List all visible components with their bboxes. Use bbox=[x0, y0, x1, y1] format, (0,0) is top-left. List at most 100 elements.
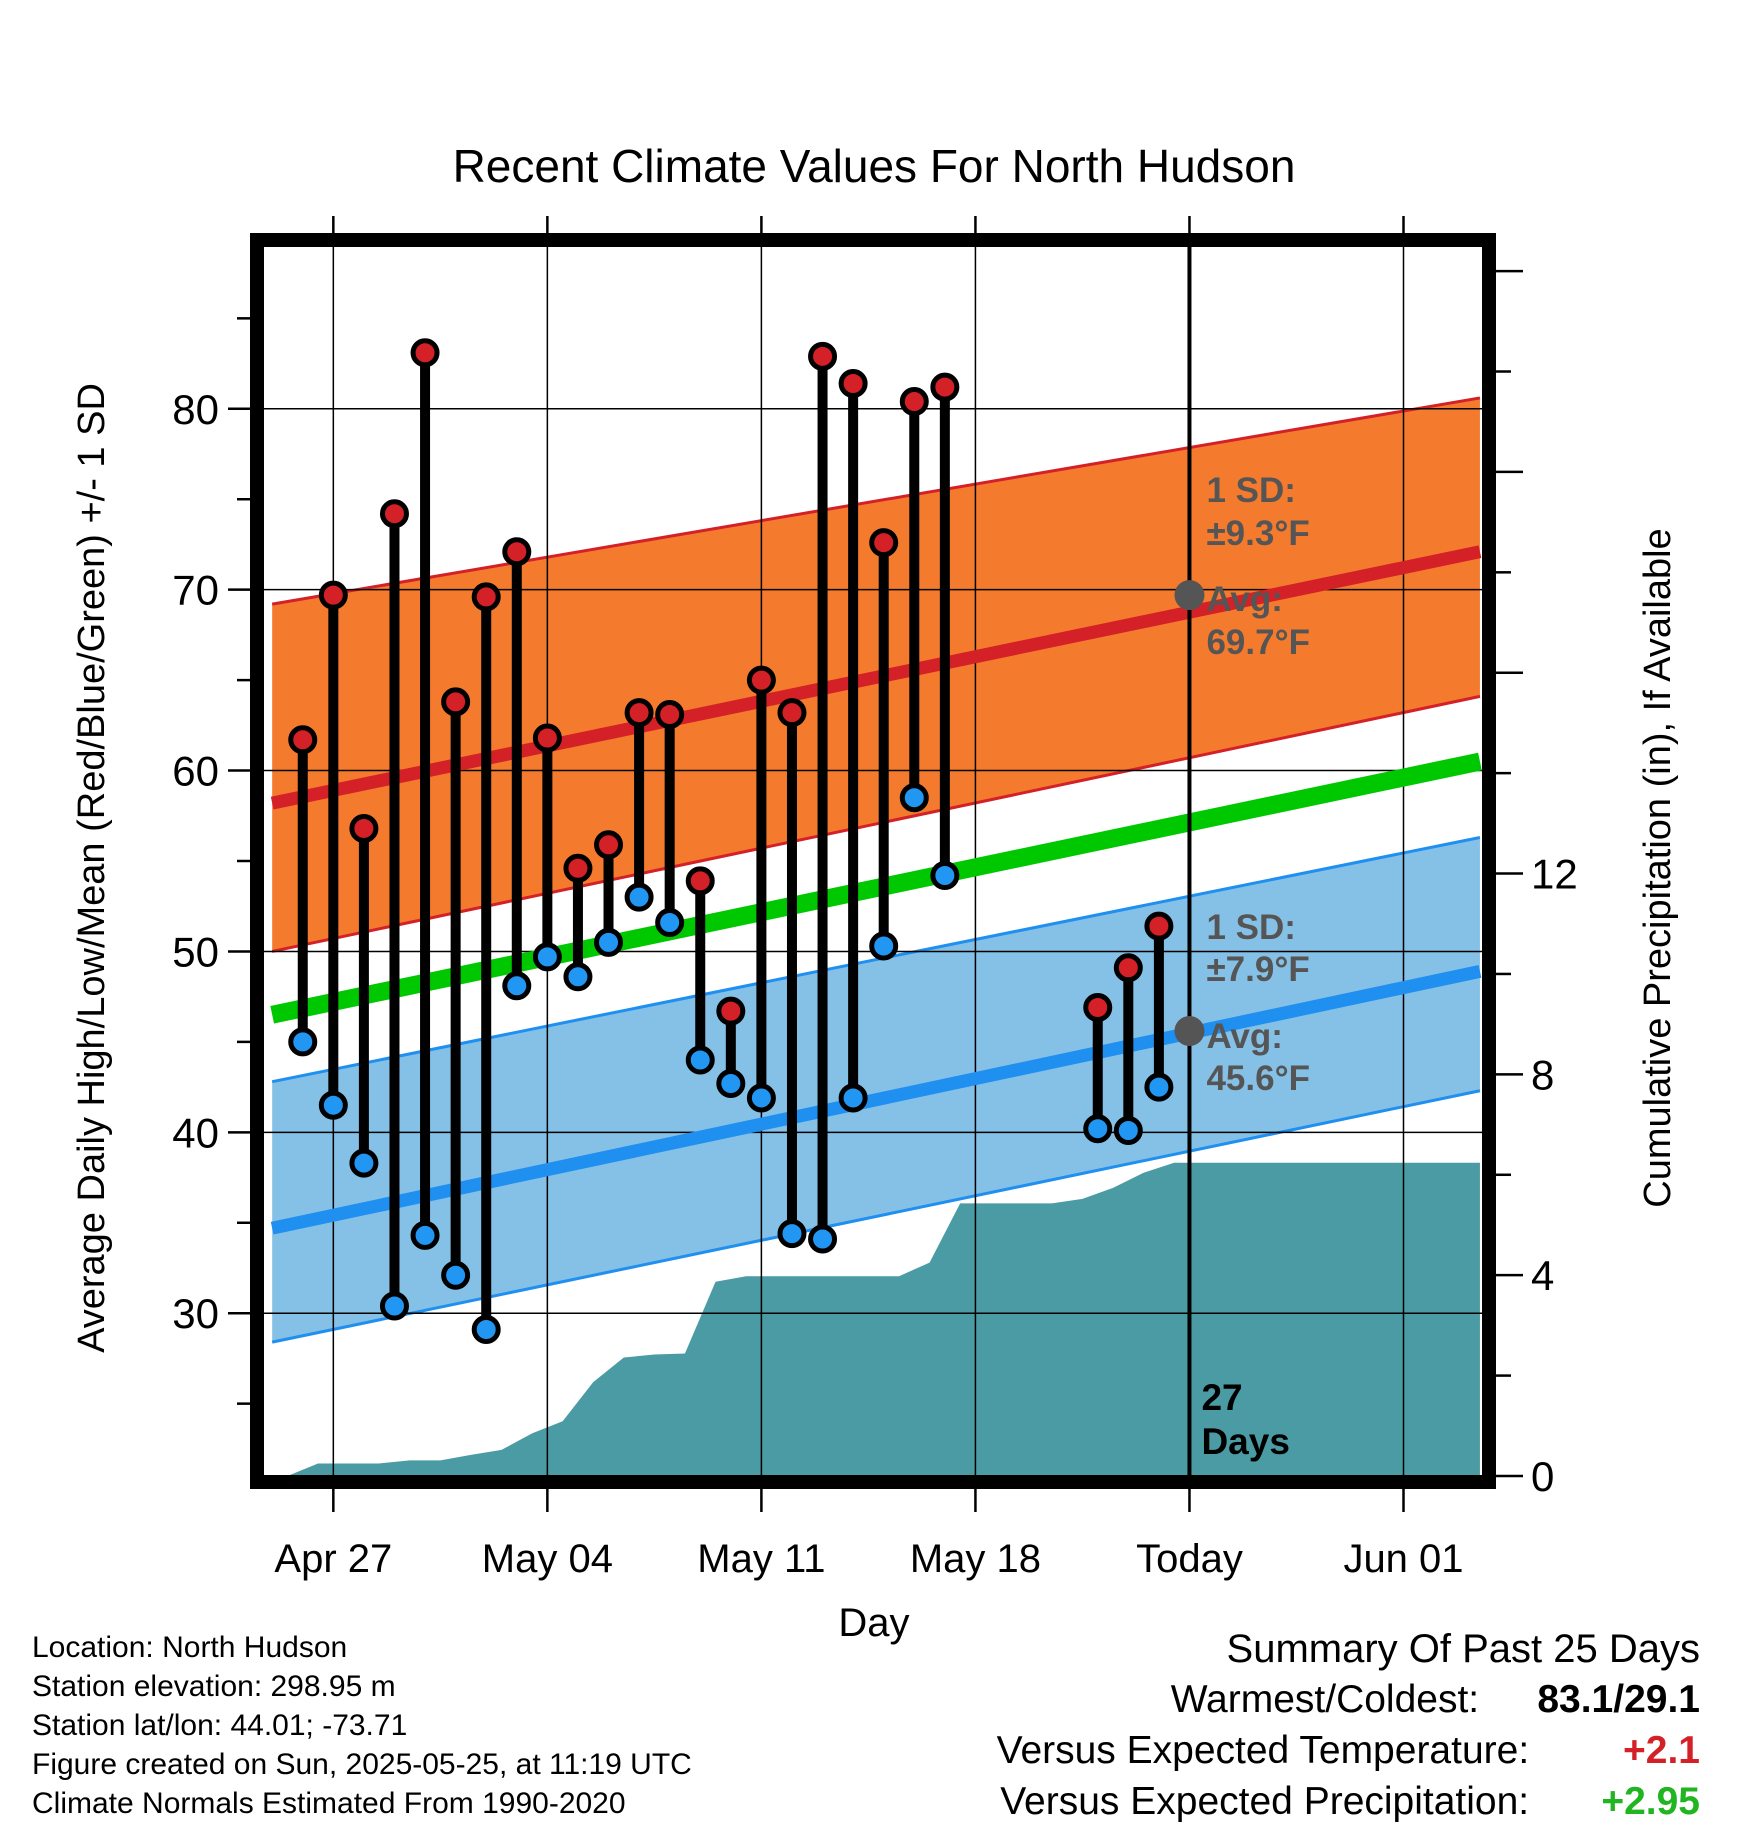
daily-high-point bbox=[1083, 993, 1113, 1023]
summary-temp-row: Versus Expected Temperature: +2.1 bbox=[997, 1725, 1700, 1776]
daily-high-point bbox=[869, 528, 899, 558]
daily-high-point bbox=[379, 499, 409, 529]
station-info: Location: North Hudson Station elevation… bbox=[32, 1628, 692, 1823]
annotation-sd-label: 1 SD: bbox=[1206, 908, 1295, 947]
annotation-sd-value: ±9.3°F bbox=[1206, 514, 1309, 553]
mean-avg-line bbox=[270, 752, 1482, 1024]
daily-high-point bbox=[1144, 911, 1174, 941]
y-tick-label-left: 60 bbox=[172, 748, 219, 795]
daily-low-point bbox=[441, 1260, 471, 1290]
daily-high-point bbox=[746, 665, 776, 695]
annotation-avg-value: 69.7°F bbox=[1206, 623, 1310, 662]
summary-panel: Summary Of Past 25 Days Warmest/Coldest:… bbox=[997, 1624, 1700, 1827]
daily-high-point bbox=[685, 866, 715, 896]
daily-high-point bbox=[838, 368, 868, 398]
daily-high-point bbox=[594, 830, 624, 860]
plot-frame bbox=[250, 233, 1496, 1489]
daily-low-point bbox=[685, 1045, 715, 1075]
x-tick-label: Jun 01 bbox=[1343, 1537, 1463, 1581]
y-axis-label-left: Average Daily High/Low/Mean (Red/Blue/Gr… bbox=[71, 383, 113, 1353]
daily-low-point bbox=[808, 1224, 838, 1254]
today-avg-marker bbox=[1174, 1016, 1205, 1047]
daily-high-point bbox=[655, 699, 685, 729]
daily-high-point bbox=[318, 580, 348, 610]
daily-low-point bbox=[410, 1220, 440, 1250]
daily-low-point bbox=[1083, 1114, 1113, 1144]
annotation-avg-value: 45.6°F bbox=[1206, 1059, 1310, 1098]
x-tick-label: Today bbox=[1136, 1537, 1243, 1581]
warmest-value: 83.1/29.1 bbox=[1537, 1678, 1700, 1721]
daily-low-point bbox=[563, 962, 593, 992]
temp-label: Versus Expected Temperature: bbox=[996, 1729, 1530, 1772]
latlon-text: Station lat/lon: 44.01; -73.71 bbox=[32, 1709, 408, 1742]
daily-high-point bbox=[1113, 953, 1143, 983]
y-tick-label-right: 12 bbox=[1531, 851, 1578, 898]
daily-low-point bbox=[471, 1314, 501, 1344]
annotation-sd-value: ±7.9°F bbox=[1206, 950, 1309, 989]
daily-high-point bbox=[624, 698, 654, 728]
daily-low-point bbox=[1144, 1072, 1174, 1102]
low-upper-line bbox=[271, 836, 1481, 1084]
daily-low-point bbox=[624, 882, 654, 912]
daily-low-point bbox=[746, 1083, 776, 1113]
daily-high-point bbox=[349, 813, 379, 843]
annotation-avg-label: Avg: bbox=[1206, 1017, 1282, 1056]
y-tick-label-right: 8 bbox=[1531, 1051, 1554, 1098]
temp-value: +2.1 bbox=[1623, 1729, 1700, 1772]
daily-high-point bbox=[899, 387, 929, 417]
daily-low-point bbox=[288, 1027, 318, 1057]
daily-high-point bbox=[410, 338, 440, 368]
daily-low-point bbox=[532, 942, 562, 972]
daily-low-point bbox=[502, 971, 532, 1001]
daily-high-point bbox=[777, 698, 807, 728]
daily-high-point bbox=[471, 582, 501, 612]
daily-low-point bbox=[930, 860, 960, 890]
daily-high-point bbox=[288, 725, 318, 755]
precip-area bbox=[287, 1162, 1480, 1476]
daily-high-point bbox=[808, 341, 838, 371]
daily-low-point bbox=[869, 931, 899, 961]
daily-low-point bbox=[349, 1148, 379, 1178]
y-axis-label-right: Cumulative Precipitation (in), If Availa… bbox=[1637, 528, 1679, 1207]
daily-high-point bbox=[502, 537, 532, 567]
today-days-label: Days bbox=[1201, 1421, 1289, 1462]
elevation-text: Station elevation: 298.95 m bbox=[32, 1670, 396, 1703]
daily-low-point bbox=[655, 908, 685, 937]
x-tick-label: May 11 bbox=[697, 1537, 825, 1581]
daily-low-point bbox=[1113, 1116, 1143, 1146]
daily-high-point bbox=[716, 996, 746, 1026]
today-avg-marker bbox=[1174, 580, 1205, 611]
today-days-label: 27 bbox=[1201, 1377, 1242, 1418]
chart-title: Recent Climate Values For North Hudson bbox=[453, 140, 1296, 192]
summary-warmest-row: Warmest/Coldest: 83.1/29.1 bbox=[997, 1674, 1700, 1725]
y-tick-label-left: 30 bbox=[172, 1290, 219, 1337]
y-tick-label-left: 80 bbox=[172, 386, 219, 433]
x-axis-label: Day bbox=[838, 1601, 909, 1645]
daily-high-point bbox=[930, 372, 960, 402]
daily-low-point bbox=[379, 1291, 409, 1321]
daily-high-point bbox=[563, 853, 593, 883]
daily-low-point bbox=[318, 1090, 348, 1120]
y-tick-label-left: 50 bbox=[172, 928, 219, 975]
daily-low-point bbox=[777, 1219, 807, 1249]
y-tick-label-right: 0 bbox=[1531, 1453, 1554, 1500]
low-sd-band bbox=[272, 837, 1480, 1343]
warmest-label: Warmest/Coldest: bbox=[1170, 1678, 1480, 1721]
high-upper-line bbox=[271, 396, 1481, 606]
annotation-sd-label: 1 SD: bbox=[1206, 471, 1295, 510]
low-avg-line bbox=[270, 964, 1482, 1235]
high-avg-line bbox=[270, 545, 1482, 810]
summary-title: Summary Of Past 25 Days bbox=[1226, 1627, 1700, 1671]
daily-high-point bbox=[532, 723, 562, 753]
location-text: Location: North Hudson bbox=[32, 1631, 348, 1664]
summary-precip-row: Versus Expected Precipitation: +2.95 bbox=[997, 1776, 1700, 1827]
precip-label: Versus Expected Precipitation: bbox=[1000, 1780, 1530, 1823]
daily-low-point bbox=[838, 1083, 868, 1113]
daily-low-point bbox=[594, 927, 624, 957]
normals-text: Climate Normals Estimated From 1990-2020 bbox=[32, 1787, 626, 1820]
precip-value: +2.95 bbox=[1601, 1780, 1700, 1823]
created-text: Figure created on Sun, 2025-05-25, at 11… bbox=[32, 1748, 692, 1781]
x-tick-label: Apr 27 bbox=[274, 1537, 392, 1581]
